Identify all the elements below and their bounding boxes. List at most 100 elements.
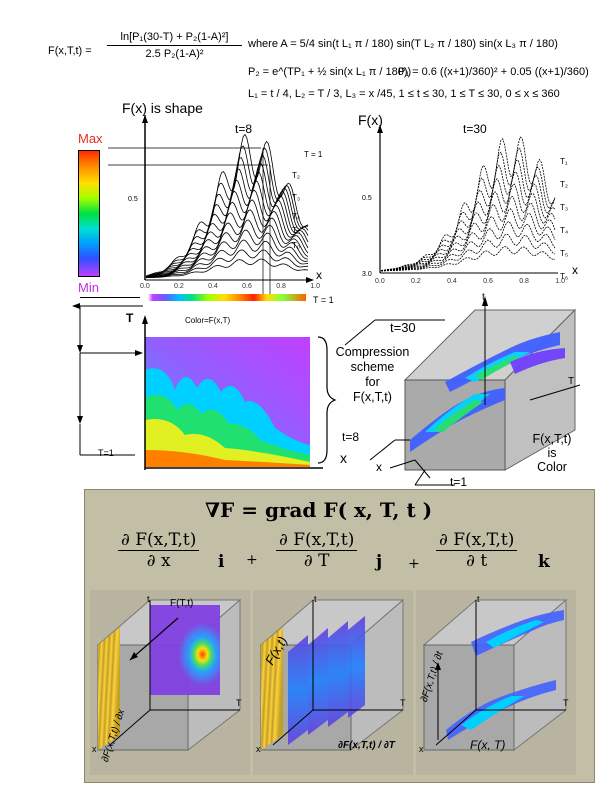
heatmap-brace	[317, 336, 337, 464]
strip-caption: Color=F(x,T)	[185, 316, 231, 325]
right-plot-y-tick: 0.5	[362, 195, 372, 202]
compression-line: F(x,T,t)	[353, 390, 392, 404]
term-dx-num: ∂ F(x,T,t)	[118, 530, 200, 551]
left-plot-x-label: x	[316, 268, 322, 282]
right-plot-curve-labels: T₁ T₂ T₃ T₄ T₅ T₆	[560, 150, 568, 288]
cube-slices	[410, 332, 565, 452]
gradient-box-x	[90, 590, 250, 775]
curve	[145, 219, 309, 278]
right-x-tick: 0.0	[375, 278, 385, 285]
left-x-tick: 0.0	[140, 283, 150, 290]
colorbar-min-label: Min	[78, 280, 99, 295]
compression-cube	[344, 296, 581, 486]
term-dt-den: ∂ t	[466, 551, 488, 571]
compression-line: Compression	[335, 345, 410, 359]
curve	[380, 148, 556, 271]
box2-t: t	[314, 594, 317, 604]
compression-x-axis: x	[376, 460, 382, 474]
box3-T: T	[563, 698, 569, 708]
left-plot-title: F(x) is shape	[122, 100, 203, 116]
right-x-tick: 0.4	[447, 278, 457, 285]
curve	[380, 159, 556, 271]
gradient-title: ∇F = grad F( x, T, t )	[205, 498, 433, 522]
color-strip	[143, 294, 306, 301]
color-line: is	[547, 446, 557, 460]
compression-color-text: F(x,T,t) is Color	[520, 432, 584, 474]
heatmap-t1-label: T=1	[98, 448, 114, 458]
right-plot-title: F(x)	[358, 112, 383, 128]
term-dT: ∂ F(x,T,t) ∂ T	[276, 530, 358, 571]
curve	[380, 233, 556, 272]
box1-t: t	[147, 594, 150, 604]
box2-T: T	[400, 698, 406, 708]
curve	[145, 229, 309, 278]
right-plot-x-ticks: 0.0 0.2 0.4 0.6 0.8 1.0	[375, 278, 565, 285]
plus-2: +	[408, 556, 420, 572]
colorbar	[78, 150, 100, 277]
curve	[145, 249, 308, 278]
right-x-tick: 1.0	[555, 278, 565, 285]
formula-limits: L₁ = t / 4, L₂ = T / 3, L₃ = x /45, 1 ≤ …	[248, 88, 560, 100]
curve-label: T₁	[560, 157, 568, 166]
curve-label: T₀	[292, 241, 301, 251]
colorbar-max-label: Max	[78, 131, 103, 146]
curve-label: T₄	[292, 212, 301, 222]
curve-label: T₃	[292, 192, 301, 202]
gradient-box-t	[416, 590, 576, 775]
left-plot-y-tick-1: 0.5	[128, 196, 138, 203]
color-line: Color	[537, 460, 567, 474]
heatmap-band-orange	[145, 450, 310, 467]
right-x-tick: 0.8	[519, 278, 529, 285]
box1-T: T	[236, 698, 242, 708]
curve	[380, 136, 556, 271]
gradient-box-T	[253, 590, 413, 775]
box2-deriv: ∂F(x,T,t) / ∂T	[338, 740, 395, 751]
term-dT-den: ∂ T	[303, 551, 330, 571]
heatmap-x-label: x	[340, 450, 347, 466]
strip-left-arrow	[80, 297, 140, 298]
curve	[381, 246, 556, 272]
left-plot-x-ticks: 0.0 0.2 0.4 0.6 0.8 1.0	[140, 283, 320, 290]
left-connectors	[72, 303, 143, 456]
box1-x: x	[92, 744, 97, 754]
box2-x: x	[256, 744, 261, 754]
curve	[380, 208, 556, 272]
compression-T-axis: T	[568, 376, 575, 387]
curve-label: T₂	[560, 180, 568, 189]
curve	[380, 220, 556, 272]
plus-1: +	[246, 552, 258, 568]
formula-lhs: F(x,T,t) =	[48, 45, 92, 57]
curve	[145, 189, 309, 278]
formula-p2: P₂ = e^(TP₁ + ½ sin(x L₁ π / 180))	[248, 66, 412, 78]
curve-label: T₄	[560, 226, 569, 235]
curve	[145, 258, 309, 279]
curve	[145, 239, 309, 278]
curve	[380, 171, 556, 271]
box1-F: F(T,t)	[170, 598, 194, 609]
right-plot-x-label: x	[572, 263, 578, 277]
curve	[380, 195, 556, 272]
cube-axis-x	[389, 459, 416, 469]
right-plot-y-arrow	[377, 125, 383, 133]
right-plot-y-tick: 3.0	[362, 271, 372, 278]
curve	[145, 133, 309, 277]
curve-label: T₃	[560, 203, 569, 212]
curve-label: T = 1	[304, 150, 323, 159]
right-x-tick: 0.2	[411, 278, 421, 285]
left-plot-x-arrow	[306, 277, 314, 283]
formula-numerator: ln[P₁(30-T) + P₂(1-A)²]	[107, 31, 242, 46]
term-dT-num: ∂ F(x,T,t)	[276, 530, 358, 551]
term-dT-vec: j	[376, 552, 383, 572]
box3-t: t	[477, 594, 480, 604]
formula-denominator: 2.5 P₂(1-A)²	[145, 48, 204, 60]
right-x-tick: 0.6	[483, 278, 493, 285]
term-dt-num: ∂ F(x,T,t)	[436, 530, 518, 551]
left-plot: 0.5	[108, 115, 314, 300]
compression-line: for	[365, 375, 380, 389]
compression-line: scheme	[350, 360, 395, 374]
left-x-tick: 0.4	[208, 283, 218, 290]
gradient-terms: ∂ F(x,T,t) ∂ x i + ∂ F(x,T,t) ∂ T j + ∂ …	[118, 530, 588, 590]
heatmap-t8-label: t=8	[342, 430, 360, 444]
left-plot-time: t=8	[235, 122, 253, 136]
cube-axis-T	[529, 384, 581, 401]
